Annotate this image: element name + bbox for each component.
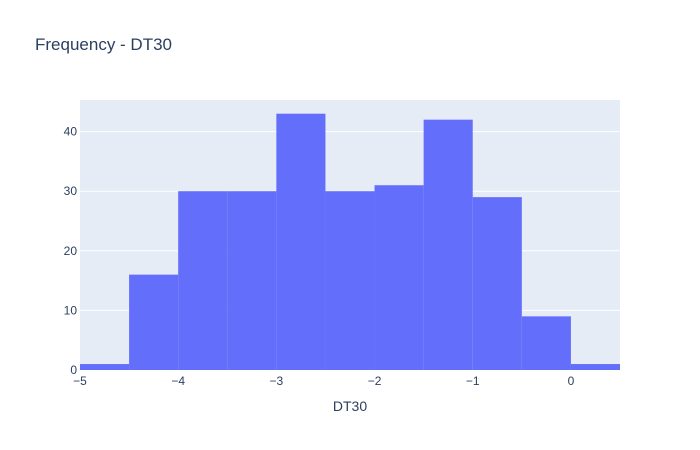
histogram-bar [227,191,277,370]
y-tick-label: 20 [64,244,78,258]
x-tick-label: −3 [270,374,284,388]
histogram-bar [80,364,130,370]
y-axis-ticks: 0 10 20 30 40 [64,125,78,377]
histogram-bar [374,185,424,370]
histogram-bar [570,364,620,370]
x-tick-label: −4 [171,374,185,388]
x-tick-label: 0 [568,374,575,388]
x-tick-label: −2 [368,374,382,388]
histogram-bar [472,197,522,370]
x-tick-label: −5 [73,374,87,388]
histogram-bar [423,119,473,370]
y-tick-label: 30 [64,184,78,198]
y-tick-label: 40 [64,125,78,139]
histogram-bar [178,191,228,370]
histogram-bar [276,113,326,370]
chart-title: Frequency - DT30 [35,35,172,54]
y-tick-label: 0 [70,363,77,377]
histogram-bar [129,274,179,370]
histogram-bar [325,191,375,370]
x-axis-ticks: −5 −4 −3 −2 −1 0 [73,374,574,388]
x-tick-label: −1 [466,374,480,388]
x-axis-title: DT30 [333,398,367,414]
histogram-bar [521,316,571,370]
bars [80,113,620,370]
y-tick-label: 10 [64,303,78,317]
